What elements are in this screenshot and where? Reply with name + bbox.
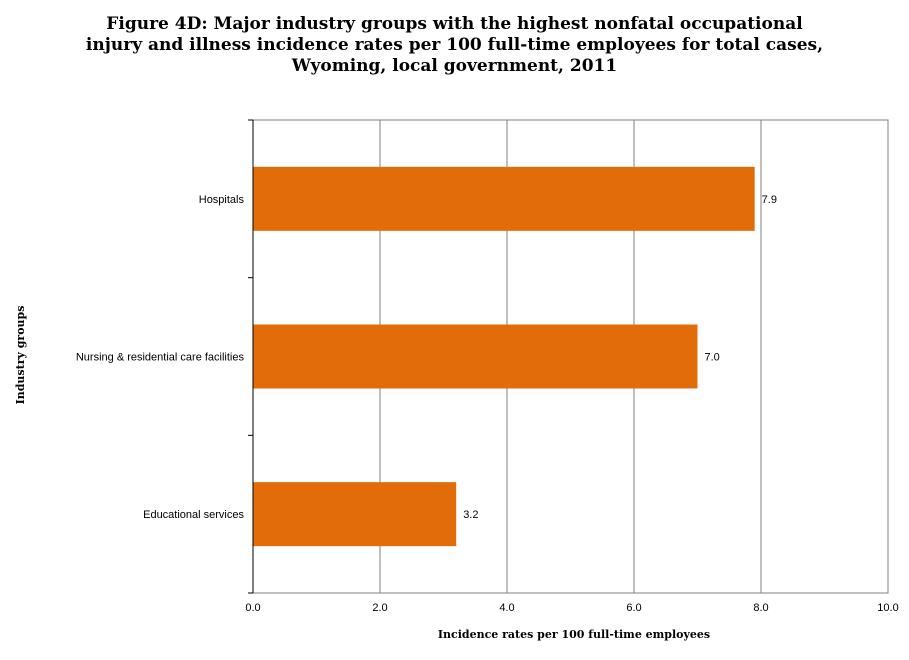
category-label: Nursing & residential care facilities: [76, 352, 245, 364]
category-label: Hospitals: [199, 194, 245, 206]
bar: [253, 324, 698, 389]
x-tick-label: 2.0: [372, 602, 387, 614]
bars: [253, 166, 755, 547]
axes: [248, 119, 254, 594]
category-label: Educational services: [143, 509, 244, 521]
x-tick-label: 0.0: [245, 602, 260, 614]
x-tick-label: 6.0: [626, 602, 641, 614]
x-axis-title: Incidence rates per 100 full-time employ…: [438, 628, 710, 641]
labels: 0.0 2.0 4.0 6.0 8.0 10.0 Hospitals 7.9 Nursing &…: [76, 194, 899, 614]
chart-title: Figure 4D: Major industry groups with th…: [85, 14, 824, 76]
x-tick-label: 10.0: [877, 602, 898, 614]
bar: [253, 166, 755, 231]
bar: [253, 482, 457, 547]
y-axis-title: Industry groups: [14, 306, 27, 405]
x-tick-label: 4.0: [499, 602, 514, 614]
data-label: 7.9: [762, 194, 777, 206]
data-label: 7.0: [705, 352, 720, 364]
x-tick-label: 8.0: [753, 602, 768, 614]
data-label: 3.2: [463, 509, 478, 521]
